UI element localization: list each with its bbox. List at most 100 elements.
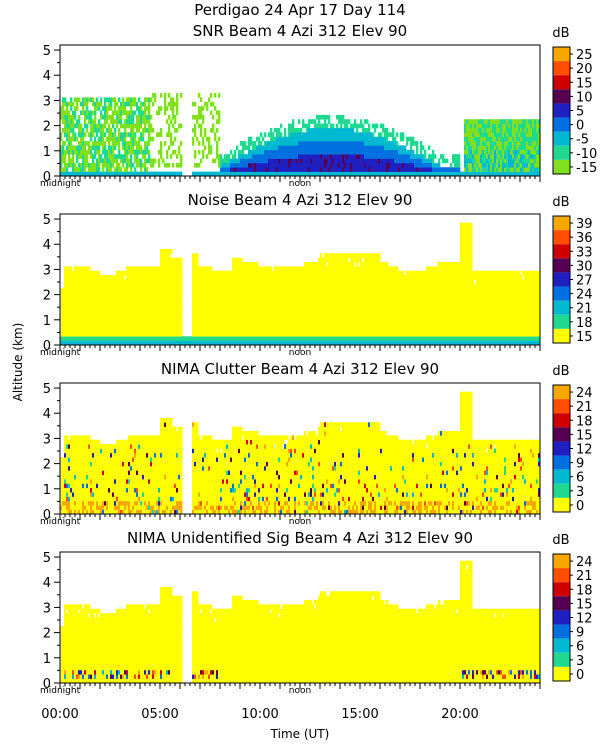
heatmap-cell bbox=[252, 293, 254, 298]
heatmap-cell bbox=[116, 141, 118, 146]
heatmap-cell bbox=[362, 159, 364, 164]
heatmap-cell bbox=[202, 275, 204, 280]
heatmap-cell bbox=[526, 150, 528, 155]
heatmap-cell bbox=[476, 141, 478, 146]
heatmap-cell bbox=[366, 132, 368, 137]
heatmap-cell bbox=[62, 336, 64, 341]
heatmap-cell bbox=[316, 145, 318, 150]
heatmap-cell bbox=[308, 301, 310, 306]
heatmap-cell bbox=[290, 132, 292, 137]
heatmap-cell bbox=[70, 310, 72, 315]
heatmap-cell bbox=[330, 262, 332, 267]
heatmap-cell bbox=[110, 336, 112, 341]
heatmap-cell bbox=[214, 159, 216, 164]
heatmap-cell bbox=[158, 159, 160, 164]
heatmap-cell bbox=[326, 154, 328, 159]
heatmap-cell bbox=[332, 258, 334, 263]
heatmap-cell bbox=[292, 301, 294, 306]
heatmap-cell bbox=[130, 266, 132, 271]
heatmap-cell bbox=[282, 266, 284, 271]
heatmap-cell bbox=[286, 323, 288, 328]
heatmap-cell bbox=[92, 297, 94, 302]
heatmap-cell bbox=[216, 288, 218, 293]
heatmap-cell bbox=[260, 336, 262, 341]
heatmap-cell bbox=[242, 141, 244, 146]
heatmap-cell bbox=[282, 284, 284, 289]
heatmap-cell bbox=[80, 323, 82, 328]
heatmap-cell bbox=[328, 301, 330, 306]
heatmap-cell bbox=[90, 167, 92, 172]
heatmap-cell bbox=[194, 323, 196, 328]
heatmap-cell bbox=[66, 119, 68, 124]
heatmap-cell bbox=[512, 124, 514, 129]
heatmap-cell bbox=[532, 145, 534, 150]
heatmap-cell bbox=[192, 266, 194, 271]
heatmap-cell bbox=[230, 328, 232, 333]
heatmap-cell bbox=[220, 319, 222, 324]
heatmap-cell bbox=[152, 280, 154, 285]
heatmap-cell bbox=[146, 97, 148, 102]
heatmap-cell bbox=[116, 159, 118, 164]
heatmap-cell bbox=[208, 336, 210, 341]
heatmap-cell bbox=[136, 159, 138, 164]
heatmap-cell bbox=[66, 163, 68, 168]
heatmap-cell bbox=[330, 128, 332, 133]
heatmap-cell bbox=[68, 280, 70, 285]
heatmap-cell bbox=[456, 163, 458, 168]
heatmap-cell bbox=[92, 319, 94, 324]
heatmap-cell bbox=[180, 306, 182, 311]
heatmap-cell bbox=[358, 145, 360, 150]
heatmap-cell bbox=[144, 288, 146, 293]
heatmap-cell bbox=[420, 141, 422, 146]
heatmap-cell bbox=[110, 119, 112, 124]
heatmap-cell bbox=[92, 159, 94, 164]
heatmap-cell bbox=[78, 323, 80, 328]
heatmap-cell bbox=[228, 301, 230, 306]
heatmap-cell bbox=[396, 145, 398, 150]
heatmap-cell bbox=[266, 293, 268, 298]
heatmap-cell bbox=[82, 275, 84, 280]
heatmap-cell bbox=[276, 163, 278, 168]
heatmap-cell bbox=[500, 159, 502, 164]
heatmap-cell bbox=[250, 328, 252, 333]
heatmap-cell bbox=[128, 163, 130, 168]
heatmap-cell bbox=[494, 145, 496, 150]
heatmap-cell bbox=[526, 145, 528, 150]
heatmap-cell bbox=[96, 293, 98, 298]
heatmap-cell bbox=[104, 332, 106, 337]
heatmap-cell bbox=[214, 280, 216, 285]
heatmap-cell bbox=[144, 306, 146, 311]
heatmap-cell bbox=[308, 167, 310, 172]
heatmap-cell bbox=[134, 328, 136, 333]
heatmap-cell bbox=[396, 141, 398, 146]
heatmap-cell bbox=[290, 297, 292, 302]
heatmap-cell bbox=[236, 258, 238, 263]
heatmap-cell bbox=[208, 332, 210, 337]
heatmap-cell bbox=[268, 319, 270, 324]
heatmap-cell bbox=[222, 280, 224, 285]
heatmap-cell bbox=[118, 310, 120, 315]
heatmap-cell bbox=[68, 119, 70, 124]
heatmap-cell bbox=[534, 150, 536, 155]
heatmap-cell bbox=[174, 128, 176, 133]
heatmap-cell bbox=[70, 119, 72, 124]
heatmap-cell bbox=[340, 128, 342, 133]
heatmap-cell bbox=[260, 271, 262, 276]
heatmap-cell bbox=[180, 163, 182, 168]
heatmap-cell bbox=[136, 310, 138, 315]
heatmap-cell bbox=[82, 132, 84, 137]
heatmap-cell bbox=[164, 106, 166, 111]
heatmap-cell bbox=[140, 314, 142, 319]
heatmap-cell bbox=[336, 137, 338, 142]
heatmap-cell bbox=[128, 297, 130, 302]
heatmap-cell bbox=[80, 145, 82, 150]
heatmap-cell bbox=[306, 310, 308, 315]
heatmap-cell bbox=[502, 137, 504, 142]
heatmap-cell bbox=[394, 145, 396, 150]
heatmap-cell bbox=[202, 293, 204, 298]
heatmap-cell bbox=[132, 275, 134, 280]
heatmap-cell bbox=[344, 163, 346, 168]
heatmap-cell bbox=[66, 328, 68, 333]
heatmap-cell bbox=[84, 159, 86, 164]
heatmap-cell bbox=[270, 284, 272, 289]
